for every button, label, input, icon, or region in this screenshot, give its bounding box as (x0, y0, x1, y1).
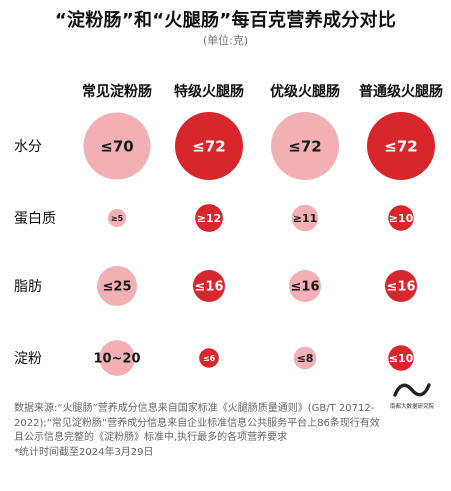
bubble-label: ≤72 (288, 137, 321, 155)
column-header: 特级火腿肠 (174, 83, 244, 100)
bubble-label: ≥12 (197, 212, 222, 225)
bubble-label: ≤16 (387, 280, 416, 295)
footnote-source: 数据来源:“火腿肠”营养成分信息来自国家标准《火腿肠质量通则》(GB/T 207… (14, 403, 380, 443)
row-label: 蛋白质 (14, 211, 56, 227)
bubble (271, 112, 339, 180)
unit-label: (单位:克) (202, 34, 249, 47)
bubble (193, 270, 225, 302)
row-label: 脂肪 (14, 279, 42, 295)
bubble (289, 270, 321, 302)
chart-title: “淀粉肠”和“火腿肠”每百克营养成分对比 (54, 10, 397, 31)
bubble-label: ≤16 (291, 280, 320, 295)
bubble (175, 112, 243, 180)
bubble-label: ≥10 (389, 212, 414, 225)
bubble-label: ≥11 (293, 212, 318, 225)
footnote-date: *统计时间截至2024年3月29日 (14, 446, 154, 458)
bubble (388, 345, 414, 371)
column-header: 常见淀粉肠 (82, 83, 152, 100)
column-header: 优级火腿肠 (270, 83, 340, 100)
bubble-label: ≤6 (203, 354, 216, 363)
bubble (99, 340, 135, 376)
row-label: 水分 (14, 139, 42, 155)
bubble-label: ≤25 (103, 280, 132, 295)
bubble-label: ≤8 (297, 352, 314, 365)
bubble-label: ≤16 (195, 280, 224, 295)
bubble (108, 209, 126, 227)
bubble (97, 266, 137, 306)
footnote: 数据来源:“火腿肠”营养成分信息来自国家标准《火腿肠质量通则》(GB/T 207… (14, 402, 384, 460)
bubble-label: ≥5 (111, 214, 124, 223)
logo-text: 南都大数据研究院 (389, 404, 434, 410)
bubble (199, 348, 219, 368)
bubble-label: ≤72 (192, 137, 225, 155)
bubble (385, 270, 417, 302)
bubble (293, 346, 317, 370)
bubble (83, 112, 151, 180)
bubble (291, 204, 319, 232)
bubble-label: 10~20 (93, 352, 140, 367)
row-label: 淀粉 (14, 351, 42, 367)
bubble-label: ≤70 (100, 137, 133, 155)
column-header: 普通级火腿肠 (359, 83, 443, 100)
bubble-label: ≤72 (384, 137, 417, 155)
bubble (388, 205, 414, 231)
bubble (367, 112, 435, 180)
publisher-logo: 南都大数据研究院 (382, 381, 442, 410)
bubble (195, 204, 223, 232)
wave-logo-icon (393, 383, 431, 397)
bubble-label: ≤10 (389, 352, 414, 365)
